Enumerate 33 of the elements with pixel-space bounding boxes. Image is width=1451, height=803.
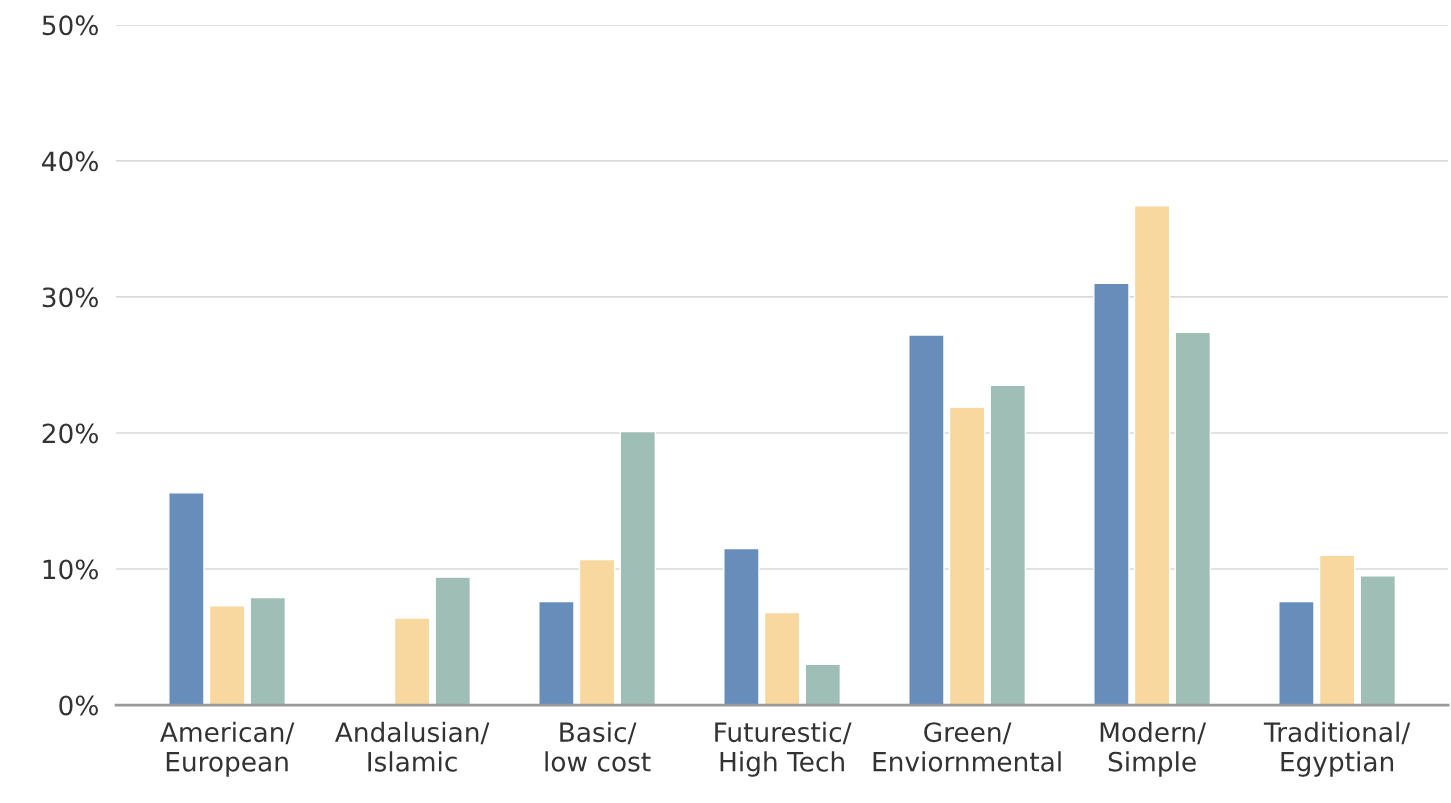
bar [168, 492, 205, 706]
x-tick-label: Futurestic/ High Tech [715, 721, 852, 777]
x-tick-label: Modern/ Simple [1100, 721, 1207, 777]
bar [208, 605, 246, 706]
bar [619, 430, 657, 706]
bar [908, 334, 945, 706]
bar [393, 617, 431, 706]
x-tick-label: Traditional/ Egyptian [1263, 721, 1411, 777]
y-tick-label: 50% [42, 15, 98, 36]
bar [1174, 331, 1212, 706]
bar [948, 406, 986, 706]
bar [1359, 575, 1397, 706]
bar [1318, 554, 1356, 706]
bar [434, 576, 472, 706]
bar [1278, 600, 1315, 706]
y-tick-label: 10% [43, 559, 98, 580]
x-tick-label: Andalusian/ Islamic [334, 721, 490, 772]
bar [723, 547, 760, 706]
bar [538, 600, 575, 706]
bar [989, 384, 1027, 706]
x-tick-label: Basic/ low cost [545, 721, 651, 772]
x-tick-label: American/ European [160, 721, 295, 777]
y-tick-label: 0% [59, 695, 98, 716]
bar [578, 558, 616, 706]
y-tick-label: 40% [42, 151, 98, 172]
bar [1133, 205, 1171, 706]
bar [804, 663, 842, 706]
bar [1093, 282, 1130, 706]
y-tick-label: 20% [42, 423, 98, 444]
bar [249, 596, 287, 706]
y-tick-label: 30% [42, 287, 98, 308]
x-tick-label: Green/ Enviornmental [873, 722, 1061, 772]
bar [763, 611, 801, 706]
